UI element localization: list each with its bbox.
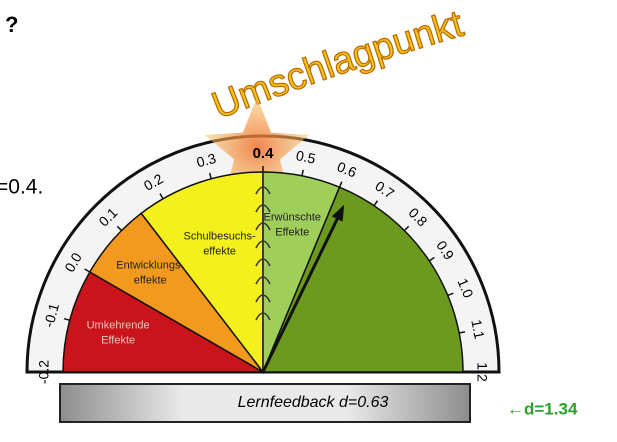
gauge: Umkehrende Effekte Entwicklungs-effekte Sch…	[27, 97, 499, 384]
zone-label: effekte	[203, 246, 236, 258]
hinge-title: Umschlagpunkt	[206, 3, 468, 128]
zone-label: Schulbesuchs-	[184, 231, 256, 243]
zone-label: Umkehrende	[87, 320, 150, 332]
side-label: ←d=1.34	[507, 399, 578, 418]
hinge-title-path: Umschlagpunkt	[206, 3, 468, 128]
zone-label: Entwicklungs-	[116, 260, 184, 272]
barometer: ? =0.4. Umschlagpunkt Umkehrende Effekte E…	[0, 0, 617, 437]
zone-label: Effekte	[275, 226, 309, 238]
question-mark: ?	[5, 12, 18, 37]
partial-text: =0.4.	[0, 176, 43, 199]
tick-label: -0.2	[36, 360, 52, 384]
needle-label: Lernfeedback d=0.63	[238, 394, 389, 411]
zone-label: effekte	[134, 275, 167, 287]
tick-label: 1.2	[474, 362, 490, 382]
tick-label: 0.4	[253, 145, 275, 162]
zone-label: Effekte	[101, 335, 135, 347]
page: ? =0.4. Umschlagpunkt Umkehrende Effekte E…	[0, 0, 617, 437]
zone-label: Erwünschte	[264, 211, 321, 223]
